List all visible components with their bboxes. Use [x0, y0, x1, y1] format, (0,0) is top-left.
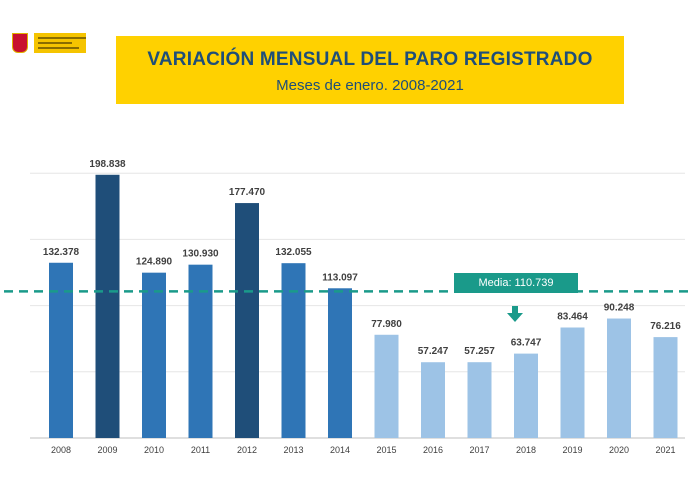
data-label-2014: 113.097 — [322, 272, 358, 283]
government-logo — [8, 30, 88, 56]
bar-2017 — [467, 362, 492, 438]
bar-2010 — [142, 272, 166, 438]
data-label-2013: 132.055 — [275, 247, 312, 258]
title-banner: VARIACIÓN MENSUAL DEL PARO REGISTRADO Me… — [116, 36, 624, 104]
chart-subtitle: Meses de enero. 2008-2021 — [276, 77, 464, 94]
bar-2016 — [421, 362, 445, 438]
bar-2012 — [235, 203, 259, 438]
x-tick-2016: 2016 — [423, 445, 443, 455]
mean-label: Media: 110.739 — [454, 273, 578, 293]
x-tick-2010: 2010 — [144, 445, 164, 455]
bar-2014 — [328, 288, 352, 438]
down-arrow-icon — [507, 306, 523, 322]
bar-2015 — [374, 334, 399, 438]
bar-2013 — [281, 263, 306, 438]
ministry-emblem — [34, 33, 86, 53]
x-tick-2021: 2021 — [655, 445, 675, 455]
data-label-2021: 76.216 — [650, 321, 681, 332]
data-label-2019: 83.464 — [557, 312, 588, 323]
spanish-coat-of-arms-icon — [12, 33, 28, 53]
data-label-2010: 124.890 — [136, 257, 173, 268]
x-tick-2014: 2014 — [330, 445, 350, 455]
data-label-2018: 63.747 — [511, 338, 542, 349]
bar-2021 — [653, 337, 678, 438]
x-tick-2013: 2013 — [283, 445, 303, 455]
x-tick-2018: 2018 — [516, 445, 536, 455]
bar-2009 — [95, 174, 120, 438]
data-label-2011: 130.930 — [182, 249, 219, 260]
bar-2019 — [560, 327, 585, 438]
bar-2011 — [188, 264, 213, 438]
x-tick-2019: 2019 — [562, 445, 582, 455]
data-label-2009: 198.838 — [89, 159, 126, 170]
x-tick-2020: 2020 — [609, 445, 629, 455]
x-tick-2009: 2009 — [97, 445, 117, 455]
chart-title: VARIACIÓN MENSUAL DEL PARO REGISTRADO — [147, 49, 593, 70]
data-label-2017: 57.257 — [464, 346, 495, 357]
data-label-2012: 177.470 — [229, 187, 266, 198]
bar-2008 — [49, 262, 73, 438]
x-tick-2008: 2008 — [51, 445, 71, 455]
data-label-2008: 132.378 — [43, 247, 80, 258]
data-label-2016: 57.247 — [418, 346, 449, 357]
data-label-2020: 90.248 — [604, 303, 635, 314]
x-tick-2015: 2015 — [376, 445, 396, 455]
bar-2020 — [607, 318, 631, 438]
x-tick-2011: 2011 — [191, 445, 210, 455]
data-label-2015: 77.980 — [371, 319, 402, 330]
x-tick-2017: 2017 — [469, 445, 489, 455]
bar-2018 — [514, 353, 538, 438]
x-tick-2012: 2012 — [237, 445, 257, 455]
